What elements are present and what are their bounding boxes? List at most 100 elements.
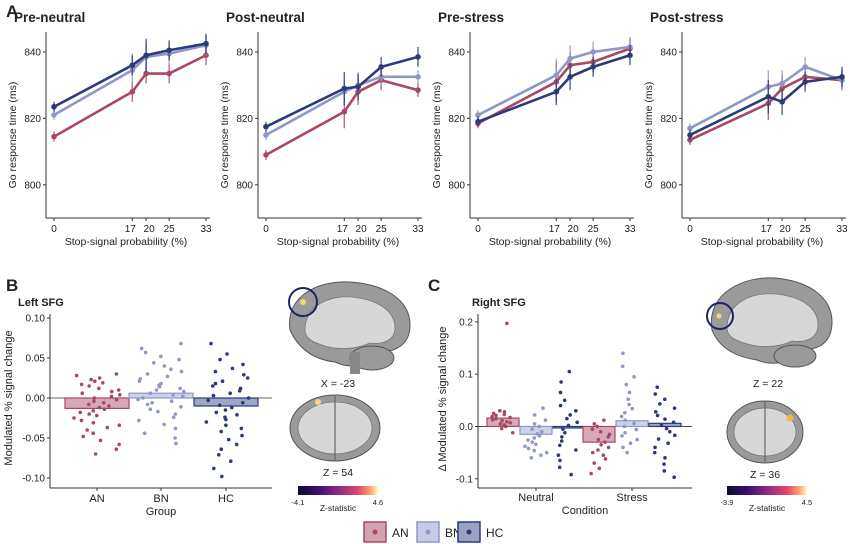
data-point-an xyxy=(504,419,509,424)
data-point-hc xyxy=(662,397,667,402)
data-point-hc xyxy=(663,456,667,460)
data-point-bn xyxy=(173,412,178,416)
x-axis-label: Group xyxy=(146,506,177,518)
x-tick-label: 17 xyxy=(549,224,561,235)
data-point-hc xyxy=(341,85,348,92)
data-point-an xyxy=(606,445,611,450)
left-sfg-chart: Left SFG -0.10 -0.05 0.00 0.05 0.10 AN BN HC Grou… xyxy=(3,297,272,518)
data-point-hc xyxy=(229,405,234,410)
y-tick-label: 840 xyxy=(448,47,465,58)
data-point-hc xyxy=(568,413,572,417)
y-tick-label: -0.10 xyxy=(22,474,45,485)
data-point-bn xyxy=(179,369,184,374)
x-axis-label: Stop-signal probability (%) xyxy=(65,236,188,248)
x-tick-label: 0 xyxy=(475,224,481,235)
data-point-hc xyxy=(415,54,421,60)
data-point-bn xyxy=(162,422,166,427)
y-tick-label: 0.00 xyxy=(26,394,46,405)
data-point-an xyxy=(81,434,86,439)
data-point-an xyxy=(92,396,97,400)
series-line-hc xyxy=(477,54,631,123)
y-tick-label: 820 xyxy=(448,114,465,125)
x-tick-label: 20 xyxy=(356,224,368,235)
data-point-bn xyxy=(619,414,624,419)
data-point-an xyxy=(129,88,136,95)
data-point-hc xyxy=(667,429,672,434)
sagittal-coordinate-label: Z = 22 xyxy=(753,378,783,390)
data-point-an xyxy=(601,453,606,458)
data-point-hc xyxy=(224,423,228,428)
x-tick-label: Stress xyxy=(616,492,648,504)
data-point-hc xyxy=(567,369,572,374)
data-point-hc xyxy=(223,408,228,412)
data-point-bn xyxy=(523,444,527,449)
data-point-hc xyxy=(217,403,222,408)
data-point-bn xyxy=(530,440,535,444)
data-point-bn xyxy=(537,434,542,438)
data-point-bn xyxy=(174,441,178,446)
series-line-hc xyxy=(53,42,207,108)
data-point-hc xyxy=(204,420,209,424)
data-point-hc xyxy=(240,401,245,405)
axial-coordinate-label: Z = 54 xyxy=(323,467,353,479)
x-axis-label: Stop-signal probability (%) xyxy=(489,236,612,248)
data-point-an xyxy=(80,391,85,396)
data-point-hc xyxy=(212,466,216,471)
data-point-hc xyxy=(224,417,228,422)
x-axis-label: Stop-signal probability (%) xyxy=(277,236,400,248)
y-tick-label: 0.1 xyxy=(459,370,473,381)
colorbar-max-label: 4.5 xyxy=(802,498,812,507)
axial-brain-image xyxy=(726,400,804,464)
data-point-hc xyxy=(209,341,213,346)
x-tick-label: 20 xyxy=(568,224,580,235)
line-chart-post-neutral: Post-neutral 800 820 840 0 17 20 25 33 Stop-signa… xyxy=(219,10,424,248)
y-tick-label: 840 xyxy=(24,47,41,58)
data-point-an xyxy=(114,447,119,452)
data-point-hc xyxy=(575,420,580,425)
data-point-an xyxy=(596,448,600,452)
data-point-an xyxy=(114,397,119,402)
data-point-an xyxy=(97,405,102,410)
x-axis-label: Condition xyxy=(562,505,608,517)
data-point-an xyxy=(503,424,508,429)
y-axis-label: Δ Modulated % signal change xyxy=(437,327,449,472)
data-point-hc xyxy=(558,390,563,395)
data-point-an xyxy=(98,438,103,443)
sagittal-coordinate-label: X = -23 xyxy=(321,378,355,390)
data-point-an xyxy=(505,321,509,326)
data-point-hc xyxy=(557,465,562,470)
data-point-an xyxy=(117,393,122,397)
data-point-hc xyxy=(558,403,563,408)
y-tick-label: 820 xyxy=(24,114,41,125)
x-tick-label: 25 xyxy=(376,224,388,235)
data-point-hc xyxy=(241,362,245,367)
data-point-bn xyxy=(171,415,176,420)
data-point-bn xyxy=(181,389,186,394)
x-tick-label: Neutral xyxy=(518,492,553,504)
chart-title: Post-stress xyxy=(650,10,724,25)
data-point-bn xyxy=(51,112,57,118)
data-point-an xyxy=(500,418,504,423)
x-tick-label: AN xyxy=(89,493,104,505)
data-point-an xyxy=(596,437,601,442)
right-sfg-chart: Right SFG -0.1 0.0 0.1 0.2 Neutral Stress Condi… xyxy=(437,297,692,517)
data-point-bn xyxy=(620,434,624,438)
data-point-bn xyxy=(169,399,174,404)
data-point-hc xyxy=(662,462,666,466)
y-tick-label: 800 xyxy=(448,180,465,191)
bar-stress-hc xyxy=(648,422,682,428)
data-point-hc xyxy=(765,93,772,100)
x-tick-label: 25 xyxy=(588,224,600,235)
data-point-hc xyxy=(653,410,658,414)
x-tick-label: 0 xyxy=(263,224,269,235)
brain-images-b: X = -23 Z = 54 -4.1 4.6 Z-statistic xyxy=(288,281,411,513)
data-point-bn xyxy=(625,450,629,455)
data-point-hc xyxy=(553,88,560,95)
x-axis-label: Stop-signal probability (%) xyxy=(701,236,824,248)
data-point-hc xyxy=(659,423,664,428)
data-point-an xyxy=(87,402,91,407)
data-point-bn xyxy=(553,72,560,78)
activation-blob-icon xyxy=(716,313,722,319)
colorbar-min-label: -3.9 xyxy=(721,498,734,507)
